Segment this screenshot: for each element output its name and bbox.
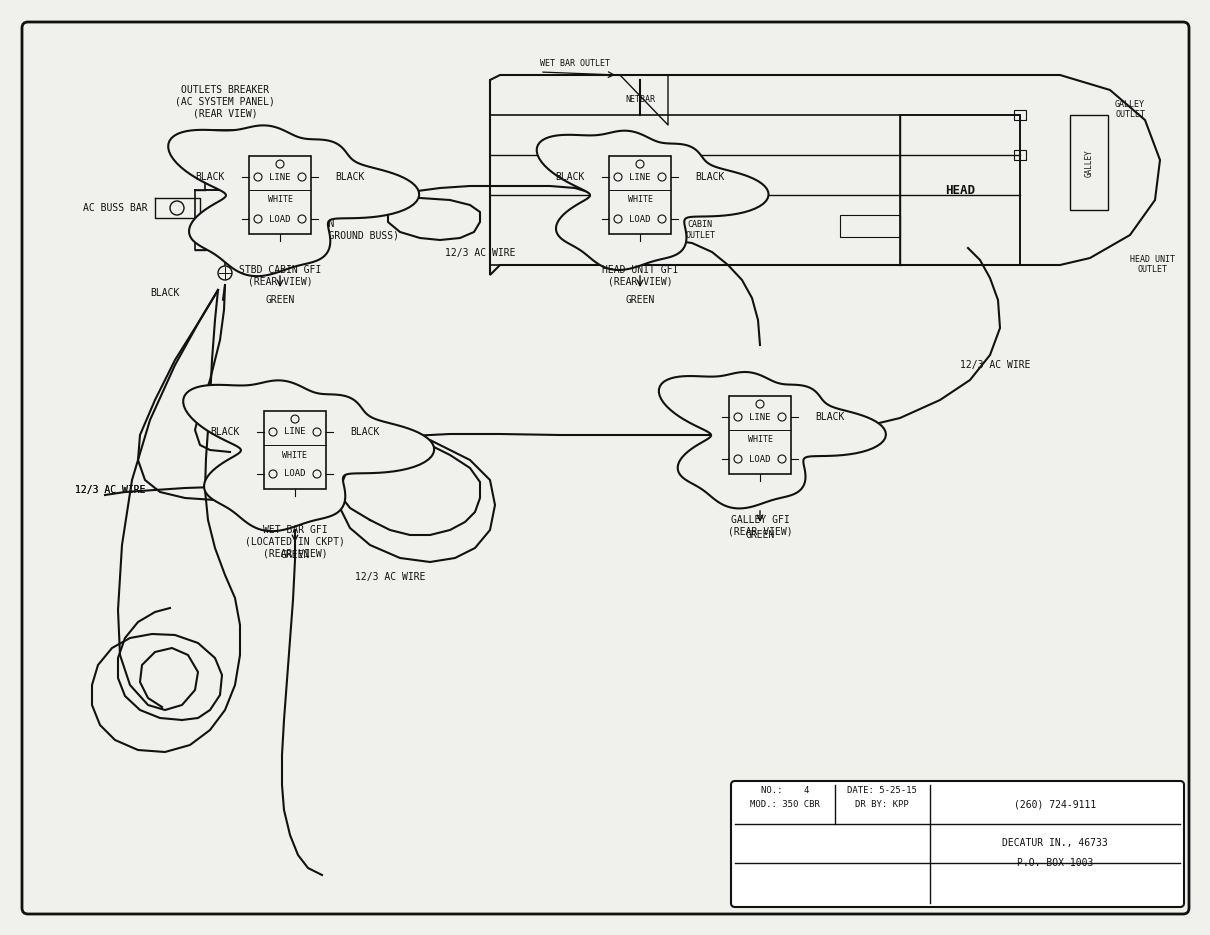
Text: DR BY: KPP: DR BY: KPP: [855, 800, 909, 809]
Text: LINE: LINE: [749, 412, 771, 422]
Text: (260) 724-9111: (260) 724-9111: [1014, 799, 1096, 810]
Text: GREEN: GREEN: [626, 295, 655, 305]
Text: LINE: LINE: [270, 172, 290, 181]
Polygon shape: [537, 131, 768, 270]
Text: AC BUSS BAR: AC BUSS BAR: [83, 203, 148, 213]
Bar: [840, 215, 900, 237]
Text: MOD.: 350 CBR: MOD.: 350 CBR: [750, 800, 820, 809]
Text: BLACK: BLACK: [196, 172, 225, 182]
Text: DECATUR IN., 46733: DECATUR IN., 46733: [1002, 839, 1108, 848]
Text: DATE: 5-25-15: DATE: 5-25-15: [847, 786, 917, 795]
Text: WET BAR OUTLET: WET BAR OUTLET: [540, 59, 610, 68]
Text: HEAD UNIT
OUTLET: HEAD UNIT OUTLET: [1130, 255, 1175, 274]
Text: OUTLETS BREAKER
(AC SYSTEM PANEL)
(REAR VIEW): OUTLETS BREAKER (AC SYSTEM PANEL) (REAR …: [175, 85, 275, 118]
Bar: [728, 396, 791, 474]
Text: P.O. BOX 1003: P.O. BOX 1003: [1016, 858, 1093, 869]
Text: BLACK: BLACK: [695, 172, 725, 182]
Text: STBD CABIN GFI
(REAR VIEW): STBD CABIN GFI (REAR VIEW): [238, 265, 321, 287]
Text: LINE: LINE: [284, 427, 306, 437]
Text: WHITE: WHITE: [628, 195, 652, 205]
Text: BLACK: BLACK: [350, 427, 380, 437]
Text: BLACK: BLACK: [335, 172, 364, 182]
Text: LOAD: LOAD: [284, 469, 306, 479]
FancyBboxPatch shape: [731, 781, 1185, 907]
Text: GALLEY
OUTLET: GALLEY OUTLET: [1114, 100, 1145, 120]
Bar: [900, 115, 1020, 265]
Text: GREEN: GREEN: [265, 295, 295, 305]
Text: 12/3 AC WIRE: 12/3 AC WIRE: [75, 485, 145, 495]
Text: HEAD: HEAD: [945, 183, 975, 196]
Bar: [1070, 115, 1108, 210]
Text: BLACK: BLACK: [211, 427, 240, 437]
Bar: [264, 411, 325, 489]
Text: GREEN: GREEN: [281, 550, 310, 560]
Text: LINE: LINE: [629, 172, 651, 181]
Text: BLACK: BLACK: [555, 172, 584, 182]
Text: WET BAR GFI
(LOCATED IN CKPT)
(REAR VIEW): WET BAR GFI (LOCATED IN CKPT) (REAR VIEW…: [246, 525, 345, 558]
Text: BLACK: BLACK: [816, 412, 845, 422]
Text: WHITE: WHITE: [748, 436, 772, 444]
Text: 12/3 AC WIRE: 12/3 AC WIRE: [75, 485, 145, 495]
Text: WHITE
(TO NEUTRAL BUSS): WHITE (TO NEUTRAL BUSS): [280, 178, 380, 199]
Text: GREEN: GREEN: [745, 530, 774, 540]
Text: BLACK: BLACK: [150, 288, 180, 298]
Text: HEAD UNIT GFI
(REAR VIEW): HEAD UNIT GFI (REAR VIEW): [601, 265, 678, 287]
Bar: [609, 156, 672, 234]
Bar: [490, 115, 1020, 265]
Text: NETBAR: NETBAR: [626, 95, 655, 105]
Polygon shape: [168, 125, 419, 276]
Text: LOAD: LOAD: [270, 214, 290, 223]
Text: 12/3 AC WIRE: 12/3 AC WIRE: [355, 572, 425, 582]
Bar: [1014, 110, 1026, 120]
Text: CABIN
OUTLET: CABIN OUTLET: [685, 221, 715, 239]
Polygon shape: [183, 381, 434, 531]
Text: 12/3 AC WIRE: 12/3 AC WIRE: [445, 248, 515, 258]
Text: GALLEY GFI
(REAR VIEW): GALLEY GFI (REAR VIEW): [727, 515, 793, 537]
Text: 12/3 AC WIRE: 12/3 AC WIRE: [960, 360, 1031, 370]
Text: WHITE: WHITE: [267, 195, 293, 205]
Text: LOAD: LOAD: [749, 454, 771, 464]
Text: LOAD: LOAD: [629, 214, 651, 223]
Text: NO.:    4: NO.: 4: [761, 786, 809, 795]
Text: GALLEY: GALLEY: [1084, 149, 1094, 177]
Text: WHITE: WHITE: [282, 451, 307, 459]
Bar: [249, 156, 311, 234]
Polygon shape: [659, 372, 886, 509]
Text: GREEN
(TO GROUND BUSS): GREEN (TO GROUND BUSS): [305, 219, 399, 241]
Bar: [1014, 150, 1026, 160]
